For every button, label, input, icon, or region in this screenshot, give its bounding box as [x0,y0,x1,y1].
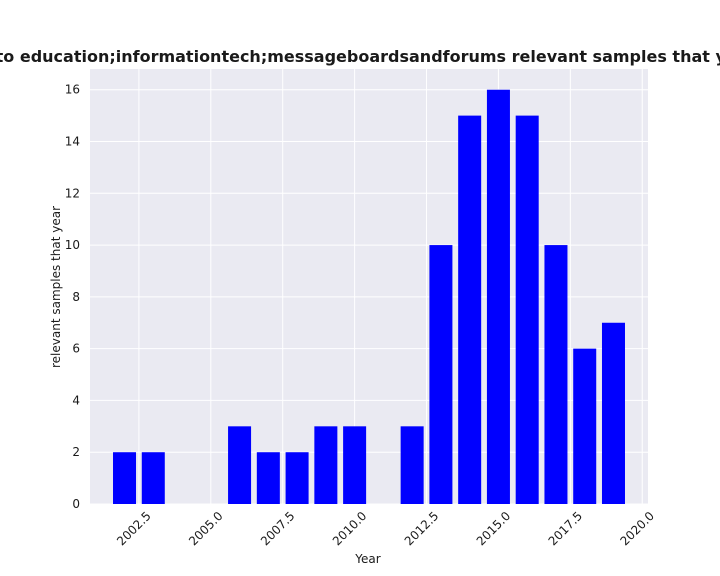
y-tick-label: 10 [65,238,80,252]
bar [573,348,597,504]
x-tick-label: 2012.5 [402,509,442,549]
x-tick-label: 2020.0 [617,509,657,549]
bar [458,115,482,504]
bar [343,426,367,504]
x-tick-label: 2007.5 [258,509,298,549]
bar [486,89,510,504]
y-axis-ticks: 0 2 4 6 8 10 12 14 16 [65,83,80,511]
y-tick-label: 14 [65,135,80,149]
chart-title: related to education;informationtech;mes… [0,47,720,66]
x-tick-label: 2010.0 [330,509,370,549]
y-axis-label: relevant samples that year [49,206,63,368]
bar [141,452,165,504]
y-tick-label: 4 [72,393,80,407]
bar [113,452,137,504]
x-axis-label: Year [354,552,380,566]
y-tick-label: 6 [72,342,80,356]
bar [601,322,625,504]
y-tick-label: 2 [72,445,80,459]
y-tick-label: 16 [65,83,80,97]
bar [285,452,309,504]
bar [544,245,568,505]
x-tick-label: 2005.0 [186,509,226,549]
x-tick-label: 2002.5 [114,509,154,549]
bar [256,452,280,504]
bar [515,115,539,504]
bar [429,245,453,505]
y-tick-label: 8 [72,290,80,304]
y-tick-label: 12 [65,186,80,200]
x-tick-label: 2015.0 [474,509,514,549]
bars [113,89,625,505]
x-tick-label: 2017.5 [546,509,586,549]
bar [314,426,338,504]
x-axis-ticks: 2002.5 2005.0 2007.5 2010.0 2012.5 2015.0 2017… [114,509,657,549]
bar [400,426,424,504]
y-tick-label: 0 [72,497,80,511]
bar [228,426,252,504]
